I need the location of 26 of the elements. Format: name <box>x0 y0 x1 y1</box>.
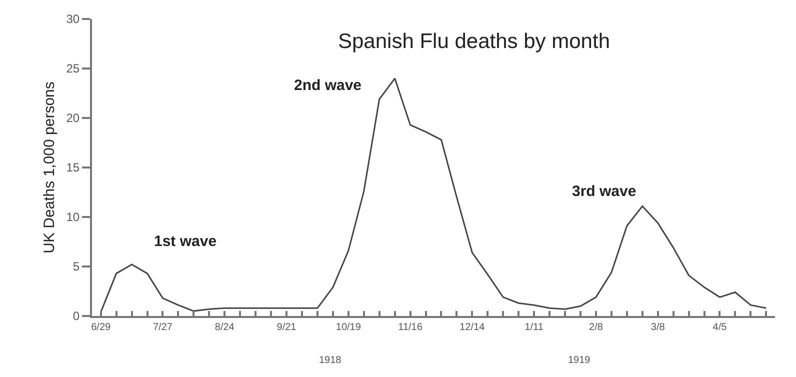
line-series <box>100 78 767 313</box>
x-tick-label: 4/5 <box>712 322 728 333</box>
annotation: 2nd wave <box>294 77 362 94</box>
y-tick-label: 0 <box>72 309 80 324</box>
text: Spanish Flu deaths by month <box>338 30 610 53</box>
x-tick-label: 1/11 <box>524 322 544 333</box>
y-tick-label: 15 <box>66 160 80 175</box>
y-tick-label: 30 <box>66 12 80 26</box>
y-tick-label: 10 <box>66 210 80 224</box>
y-tick-label: 25 <box>66 62 80 76</box>
x-tick-label: 9/21 <box>276 322 297 333</box>
y-tick-label: 5 <box>72 260 80 274</box>
annotation: 1st wave <box>154 233 217 250</box>
x-tick-label: 7/27 <box>152 322 173 333</box>
x-tick-label: 8/24 <box>214 322 235 333</box>
x-tick-label: 2/8 <box>589 322 604 333</box>
x-tick-label: 6/29 <box>91 322 112 333</box>
text: 1918 <box>319 355 342 366</box>
x-tick-label: 12/14 <box>460 322 486 333</box>
y-tick-label: 20 <box>66 111 80 126</box>
x-tick-label: 11/16 <box>398 322 423 333</box>
text: 1919 <box>568 355 591 366</box>
x-tick-label: 10/19 <box>336 322 362 333</box>
annotation: 3rd wave <box>572 183 636 200</box>
x-tick-label: 3/8 <box>650 322 666 333</box>
y-axis-title: UK Deaths 1,000 persons <box>40 82 58 254</box>
